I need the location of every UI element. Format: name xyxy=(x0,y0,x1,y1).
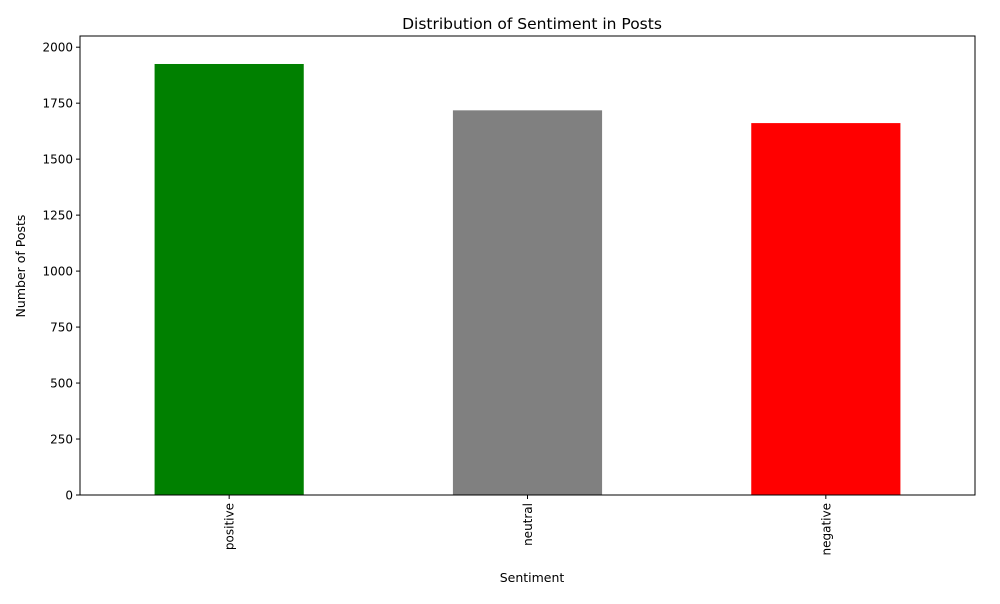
y-tick-label-2000: 2000 xyxy=(42,41,73,55)
bar-negative xyxy=(751,123,901,495)
chart-title: Distribution of Sentiment in Posts xyxy=(402,15,662,33)
y-tick-label-500: 500 xyxy=(50,377,73,391)
y-tick-label-250: 250 xyxy=(50,433,73,447)
x-axis-label: Sentiment xyxy=(500,570,565,585)
y-tick-label-1750: 1750 xyxy=(42,97,73,111)
y-tick-label-0: 0 xyxy=(65,489,73,503)
bar-neutral xyxy=(452,110,603,496)
x-tick-label-negative: negative xyxy=(819,503,833,555)
x-tick-label-positive: positive xyxy=(223,503,237,550)
bar-positive xyxy=(154,63,304,496)
y-tick-label-1500: 1500 xyxy=(42,153,73,167)
y-tick-label-1250: 1250 xyxy=(42,209,73,223)
x-tick-label-neutral: neutral xyxy=(521,503,535,546)
plot-area: 0 250 500 750 1000 1250 1500 1750 2000 positive ne… xyxy=(42,35,976,555)
y-tick-label-1000: 1000 xyxy=(42,265,73,279)
y-tick-label-750: 750 xyxy=(50,321,73,335)
y-axis-label: Number of Posts xyxy=(13,215,28,318)
